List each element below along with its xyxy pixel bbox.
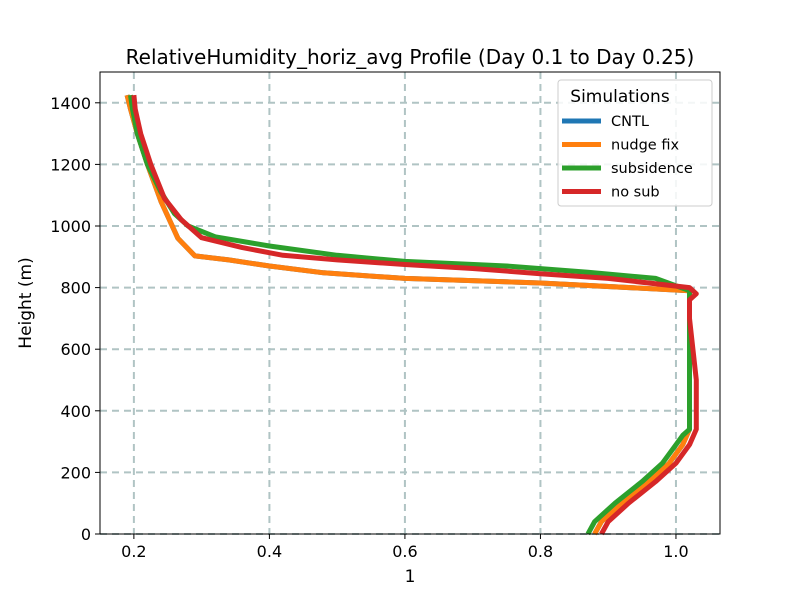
- chart-title: RelativeHumidity_horiz_avg Profile (Day …: [126, 45, 695, 69]
- y-tick-label: 1000: [50, 217, 91, 236]
- x-tick-label: 0.4: [257, 542, 282, 561]
- x-tick-label: 1.0: [663, 542, 688, 561]
- x-axis-ticks: 0.2 0.4 0.6 0.8 1.0: [121, 534, 689, 561]
- y-tick-label: 1400: [50, 94, 91, 113]
- plot-area-frame: [99, 71, 721, 535]
- y-tick-label: 800: [60, 279, 91, 298]
- legend-label-subsidence: subsidence: [611, 161, 693, 177]
- y-tick-label: 200: [60, 463, 91, 482]
- y-tick-label: 1200: [50, 155, 91, 174]
- y-axis-ticks: 0 200 400 600 800 1000 1200 1400: [50, 94, 100, 544]
- x-tick-label: 0.6: [392, 542, 417, 561]
- legend-title: Simulations: [570, 87, 670, 107]
- y-tick-label: 400: [60, 402, 91, 421]
- legend-label-nudge-fix: nudge fix: [611, 138, 679, 154]
- y-tick-label: 600: [60, 340, 91, 359]
- y-axis-label: Height (m): [16, 257, 36, 348]
- legend-items: CNTL nudge fix subsidence no sub: [562, 114, 693, 201]
- legend: Simulations CNTL nudge fix subsidence no su…: [557, 79, 713, 207]
- legend-label-cntl: CNTL: [611, 114, 649, 130]
- legend-label-no-sub: no sub: [611, 185, 660, 201]
- series-line-no-sub: [131, 94, 699, 536]
- x-axis-label: 1: [405, 567, 416, 587]
- legend-box: [557, 79, 713, 207]
- series-lines: [124, 94, 699, 536]
- x-tick-label: 0.2: [121, 542, 146, 561]
- x-tick-label: 0.8: [528, 542, 553, 561]
- y-tick-label: 0: [81, 525, 91, 544]
